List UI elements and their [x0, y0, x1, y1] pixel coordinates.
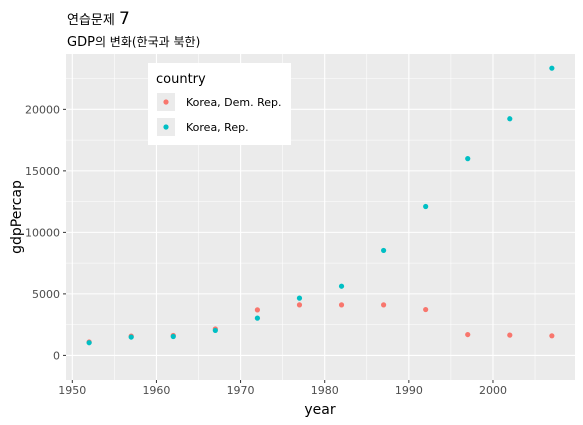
x-tick-label: 1960	[142, 384, 170, 397]
chart-subtitle: GDP의 변화(한국과 북한)	[67, 35, 200, 50]
point-korea-rep	[296, 295, 303, 301]
point-korea-dem-rep	[507, 332, 513, 338]
x-axis: 1950 1960 1970 1980 1990 2000	[58, 380, 507, 397]
subtitle-suffix: 의 변화(한국과 북한)	[95, 35, 200, 49]
plot-panel	[66, 54, 575, 380]
x-tick-label: 1950	[58, 384, 86, 397]
legend-swatch-korea-rep	[163, 124, 169, 130]
title-number: 7	[119, 9, 130, 29]
point-korea-dem-rep	[465, 331, 471, 338]
x-tick-label: 1970	[227, 384, 255, 397]
point-korea-rep	[465, 156, 471, 162]
point-korea-rep	[86, 340, 92, 346]
point-korea-rep	[423, 203, 429, 210]
point-korea-dem-rep	[423, 306, 429, 313]
legend-label-korea-dem-rep: Korea, Dem. Rep.	[186, 96, 282, 109]
point-korea-rep	[128, 334, 134, 340]
legend-title: country	[156, 72, 206, 87]
chart-title: 연습문제 7	[67, 9, 130, 29]
point-korea-rep	[338, 283, 345, 289]
point-korea-rep	[212, 327, 218, 334]
legend-swatch-korea-dem-rep	[163, 99, 169, 105]
point-korea-rep	[507, 116, 513, 122]
point-korea-dem-rep	[254, 307, 261, 313]
point-korea-rep	[170, 333, 176, 340]
y-tick-label: 20000	[25, 103, 60, 116]
y-axis-title: gdpPercap	[9, 180, 25, 254]
point-korea-rep	[254, 315, 261, 321]
x-tick-label: 1990	[395, 384, 423, 397]
y-tick-label: 0	[53, 349, 60, 362]
point-korea-dem-rep	[549, 333, 555, 339]
title-prefix: 연습문제	[67, 13, 119, 28]
y-tick-label: 10000	[25, 226, 60, 239]
x-axis-title: year	[304, 402, 335, 418]
point-korea-dem-rep	[338, 302, 345, 308]
point-korea-rep	[380, 247, 387, 254]
data-points	[86, 65, 555, 346]
y-tick-label: 5000	[32, 288, 60, 301]
y-axis: 0 5000 10000 15000 20000	[25, 103, 66, 362]
point-korea-rep	[549, 65, 555, 71]
legend-label-korea-rep: Korea, Rep.	[186, 121, 249, 134]
x-tick-label: 1980	[311, 384, 339, 397]
y-tick-label: 15000	[25, 165, 60, 178]
legend: country Korea, Dem. Rep. Korea, Rep.	[148, 63, 291, 145]
x-tick-label: 2000	[479, 384, 507, 397]
grid-major	[66, 54, 575, 380]
subtitle-prefix: GDP	[67, 35, 95, 50]
point-korea-dem-rep	[296, 302, 303, 308]
point-korea-dem-rep	[380, 302, 387, 308]
